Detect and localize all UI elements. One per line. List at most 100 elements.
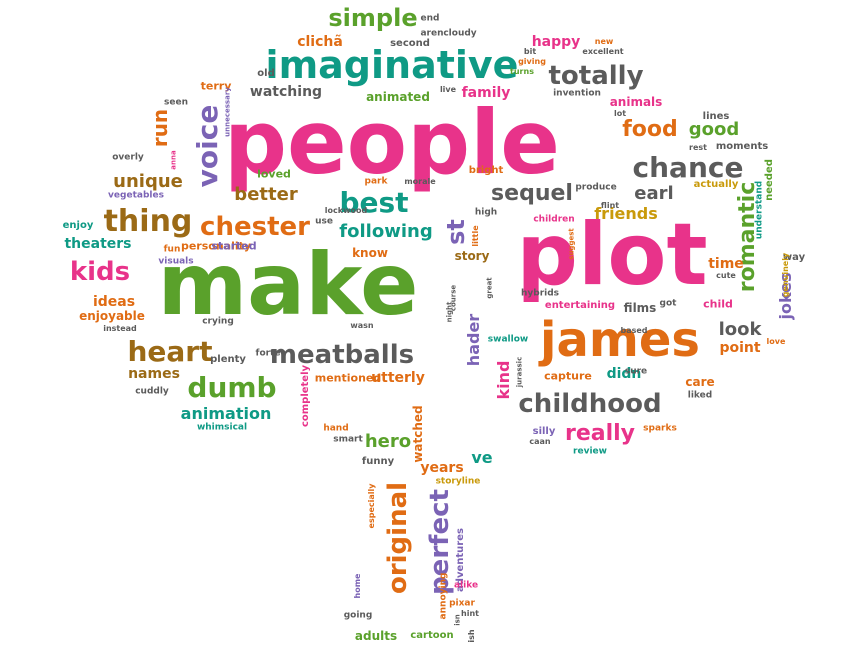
word-39: time: [708, 256, 744, 272]
word-129: giving: [518, 57, 546, 66]
word-101: sure: [624, 366, 648, 377]
word-28: better: [234, 184, 298, 205]
word-145: isn: [453, 614, 462, 626]
word-51: animals: [609, 95, 663, 109]
word-72: entertaining: [544, 300, 616, 311]
word-0: people: [224, 91, 560, 194]
word-117: use: [315, 216, 333, 227]
word-19: sequel: [491, 181, 573, 206]
word-53: animated: [366, 90, 430, 104]
word-74: high: [474, 207, 498, 218]
word-42: names: [128, 366, 180, 382]
word-109: hint: [461, 609, 479, 618]
word-139: jurassic: [515, 356, 524, 388]
word-120: cute: [716, 271, 736, 280]
word-8: simple: [328, 4, 418, 32]
word-107: alike: [453, 580, 479, 591]
word-90: cuddly: [135, 386, 169, 397]
word-80: second: [390, 38, 430, 49]
word-40: didn: [606, 366, 642, 382]
word-62: capture: [544, 369, 592, 383]
word-64: plenty: [210, 354, 246, 365]
word-69: moments: [715, 141, 769, 152]
word-10: voice: [191, 104, 224, 188]
word-68: lines: [702, 111, 730, 122]
word-34: hader: [464, 313, 483, 367]
word-3: james: [540, 312, 700, 368]
word-88: seen: [164, 97, 188, 108]
word-138: suggest: [567, 228, 576, 260]
word-43: utterly: [371, 370, 425, 386]
word-98: smart: [333, 434, 363, 445]
word-21: really: [564, 421, 636, 446]
word-47: watched: [411, 405, 425, 463]
word-4: imaginative: [265, 43, 519, 87]
word-46: ideas: [92, 294, 136, 310]
word-73: bright: [468, 165, 504, 176]
word-48: happy: [531, 34, 581, 50]
word-55: films: [623, 301, 657, 315]
word-35: kind: [494, 360, 513, 400]
word-36: look: [718, 319, 762, 340]
word-112: forte: [255, 348, 281, 359]
word-7: meatballs: [269, 340, 415, 370]
word-92: crying: [202, 316, 234, 327]
word-67: completely: [300, 364, 311, 428]
word-85: loved: [257, 167, 291, 181]
word-113: wasn: [350, 321, 374, 330]
word-106: storyline: [435, 476, 481, 487]
word-45: theaters: [64, 236, 132, 252]
word-144: anna: [169, 150, 178, 170]
word-25: friends: [594, 204, 658, 223]
word-30: animation: [180, 404, 272, 423]
word-133: especially: [367, 483, 376, 529]
word-61: mentioned: [314, 371, 382, 385]
word-87: overly: [112, 152, 144, 163]
word-37: point: [719, 340, 761, 356]
word-11: best: [339, 186, 409, 219]
word-123: rest: [689, 143, 707, 152]
word-31: hero: [364, 431, 412, 452]
word-5: childhood: [518, 389, 662, 419]
word-122: love: [766, 337, 786, 346]
word-26: unique: [113, 171, 183, 192]
word-141: needed: [764, 159, 775, 201]
word-81: end: [420, 13, 440, 24]
word-128: bit: [523, 47, 537, 56]
word-23: good: [688, 119, 740, 140]
word-2: make: [157, 235, 419, 335]
word-111: annoying: [438, 572, 449, 620]
word-104: sparks: [643, 423, 677, 434]
word-119: flint: [600, 201, 620, 210]
word-16: dumb: [187, 371, 277, 404]
word-6: chance: [632, 151, 744, 184]
word-60: personality: [180, 239, 252, 253]
word-12: thing: [103, 204, 193, 239]
word-94: visuals: [158, 256, 194, 267]
word-102: liked: [687, 390, 713, 401]
word-110: ish: [467, 629, 476, 643]
word-14: kids: [69, 257, 131, 287]
word-17: original: [383, 481, 413, 595]
word-79: old: [257, 68, 275, 79]
word-22: food: [622, 117, 678, 142]
word-56: care: [685, 375, 715, 389]
word-15: heart: [127, 335, 213, 368]
word-57: enjoyable: [79, 309, 145, 323]
word-29: following: [339, 221, 433, 242]
word-70: child: [703, 297, 733, 311]
word-89: vegetables: [108, 190, 164, 201]
word-126: excellent: [582, 47, 624, 56]
word-65: cartoon: [410, 630, 454, 641]
word-13: chester: [200, 212, 310, 242]
word-82: cloudy: [443, 28, 477, 39]
word-32: years: [420, 460, 464, 476]
word-105: caan: [529, 437, 551, 446]
word-108: pixar: [449, 598, 475, 609]
word-83: aren: [420, 28, 444, 39]
word-96: silly: [532, 426, 556, 437]
word-1: plot: [516, 205, 708, 305]
word-132: lot: [613, 109, 627, 118]
word-103: review: [573, 446, 607, 457]
